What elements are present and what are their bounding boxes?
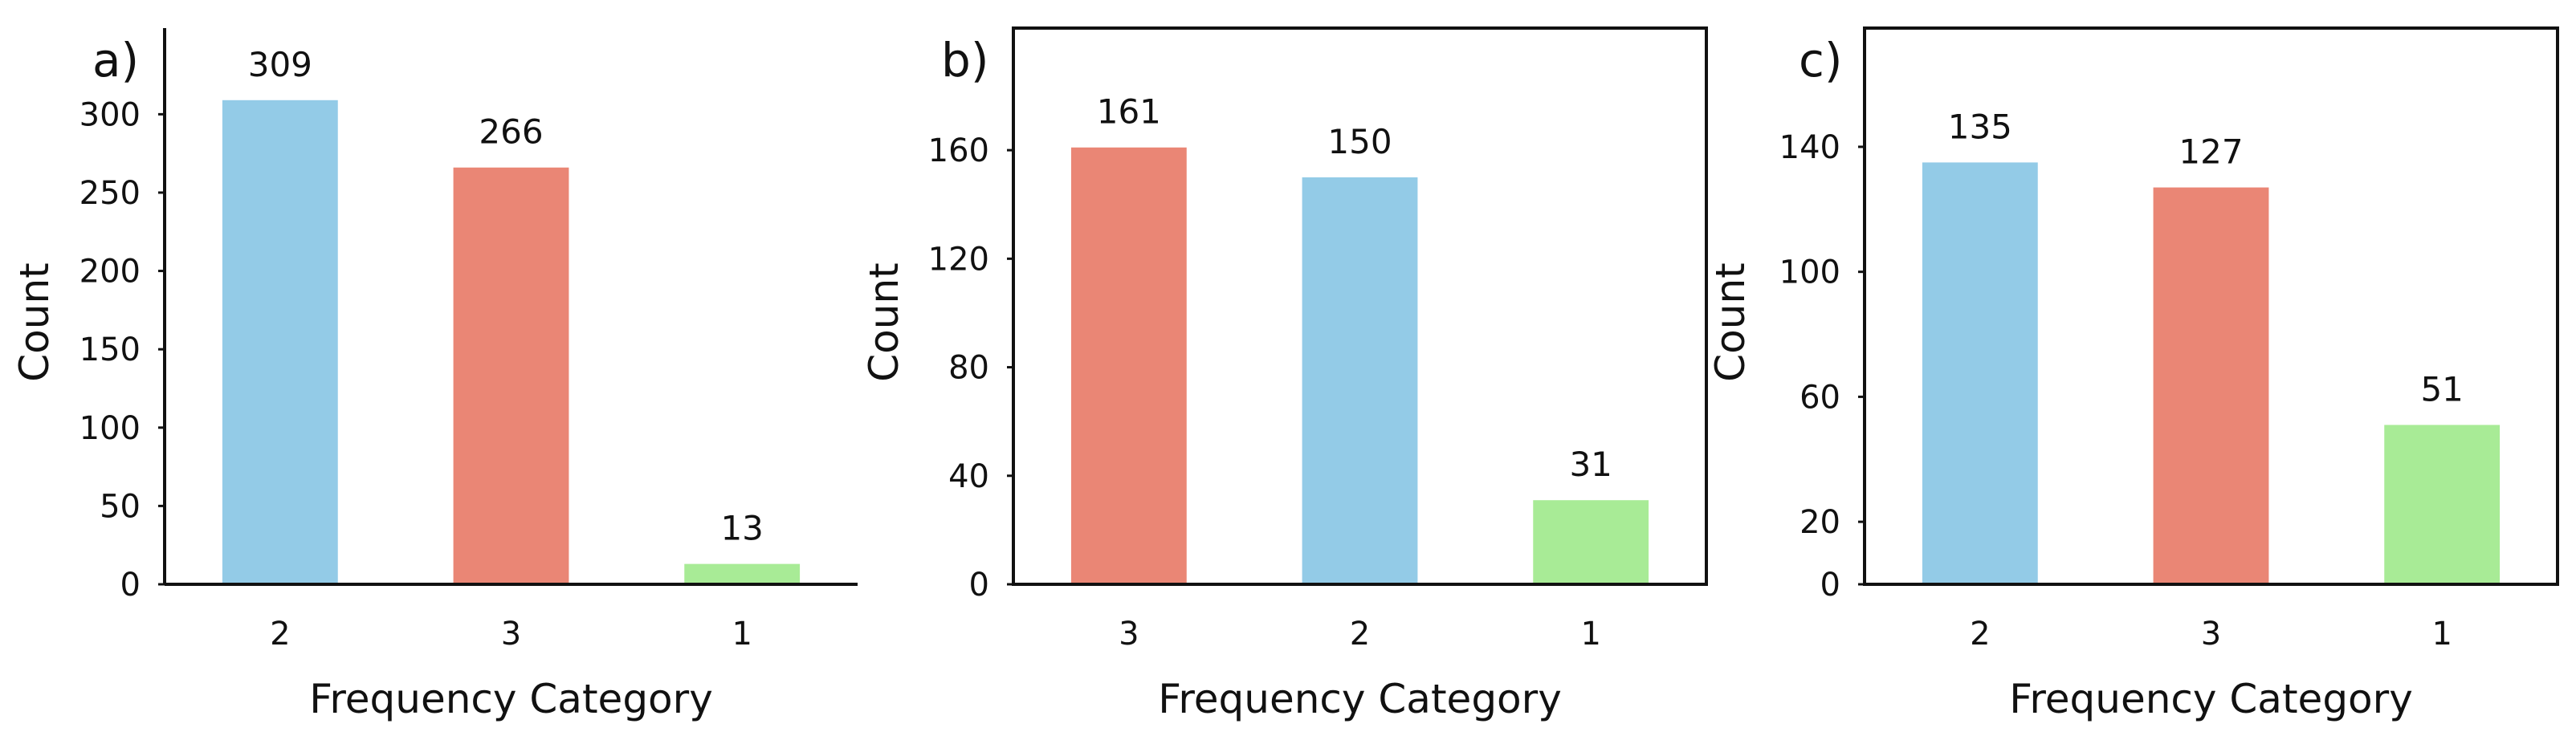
x-tick-label: 3 [1119, 616, 1139, 653]
bar-3 [2153, 187, 2269, 584]
data-label: 266 [479, 112, 543, 152]
bar-2 [1922, 162, 2038, 585]
bar-1 [1533, 500, 1649, 584]
data-label: 51 [2420, 369, 2463, 409]
data-label: 309 [248, 45, 312, 84]
y-tick-label: 40 [948, 458, 989, 495]
y-axis-title: Count [11, 262, 58, 382]
y-axis-title: Count [1707, 262, 1754, 382]
x-axis-title: Frequency Category [1158, 676, 1562, 722]
panel-label: c) [1799, 33, 1843, 87]
data-label: 135 [1948, 107, 2012, 146]
y-tick-label: 120 [928, 241, 989, 278]
data-label: 13 [720, 509, 763, 548]
y-tick-label: 80 [948, 350, 989, 387]
y-tick-label: 150 [79, 331, 141, 368]
x-tick-label: 1 [2431, 616, 2452, 653]
bar-3 [1070, 147, 1187, 585]
y-tick-label: 20 [1800, 504, 1840, 541]
y-tick-label: 0 [1820, 567, 1840, 604]
x-tick-label: 2 [1970, 616, 1990, 653]
bar-1 [684, 563, 801, 584]
x-tick-label: 1 [732, 616, 752, 653]
y-tick-label: 250 [79, 175, 141, 212]
panel-label: b) [941, 33, 988, 87]
x-tick-label: 1 [1580, 616, 1600, 653]
y-tick-label: 60 [1800, 379, 1840, 416]
x-axis-title: Frequency Category [2009, 676, 2413, 722]
y-tick-label: 160 [928, 132, 989, 169]
y-tick-label: 140 [1779, 129, 1840, 166]
y-tick-label: 100 [79, 410, 141, 447]
data-label: 127 [2179, 132, 2243, 172]
y-tick-label: 0 [120, 567, 141, 604]
data-label: 150 [1327, 122, 1392, 161]
bar-2 [222, 100, 338, 584]
x-axis-title: Frequency Category [309, 676, 713, 722]
x-tick-label: 2 [270, 616, 290, 653]
y-tick-label: 300 [79, 96, 141, 133]
plot-frame [1863, 26, 2559, 586]
panel-label: a) [92, 33, 139, 87]
x-tick-label: 3 [501, 616, 521, 653]
data-label: 161 [1097, 92, 1161, 132]
y-tick-label: 50 [100, 488, 141, 525]
y-tick-label: 200 [79, 254, 141, 291]
data-label: 31 [1569, 445, 1612, 484]
bar-2 [1302, 177, 1418, 585]
x-tick-label: 3 [2201, 616, 2221, 653]
bar-3 [453, 167, 569, 584]
plot-frame [1012, 26, 1708, 586]
x-tick-label: 2 [1350, 616, 1370, 653]
y-axis-title: Count [861, 262, 907, 382]
bar-1 [2384, 425, 2501, 584]
y-tick-label: 0 [969, 567, 989, 604]
y-tick-label: 100 [1779, 254, 1840, 291]
